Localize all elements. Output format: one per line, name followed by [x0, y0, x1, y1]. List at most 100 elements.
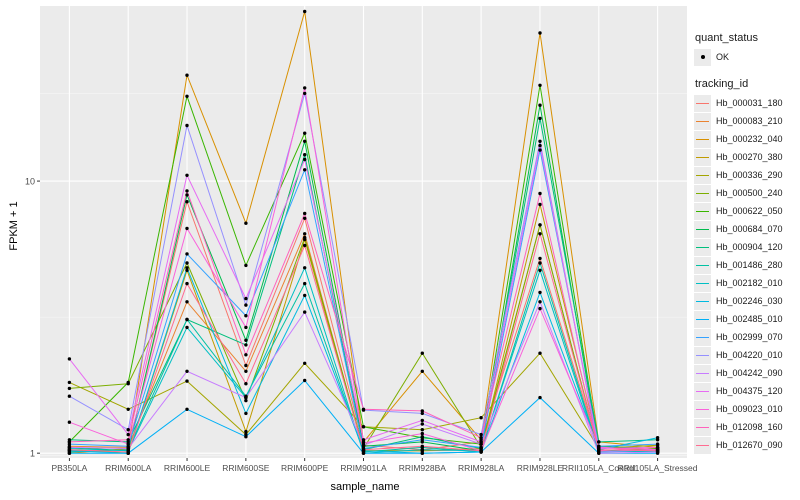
legend-item: Hb_000500_240	[694, 184, 798, 202]
data-point	[126, 380, 130, 385]
data-point	[479, 440, 483, 444]
data-point	[303, 266, 307, 270]
legend-label: Hb_000232_040	[716, 134, 783, 144]
data-point	[126, 428, 130, 432]
y-axis: 1 10	[25, 177, 40, 459]
shape-legend-title: quant_status	[695, 32, 758, 44]
data-point	[420, 435, 424, 439]
legend-item: Hb_002246_030	[694, 292, 798, 310]
data-point	[185, 193, 189, 197]
data-point	[538, 256, 542, 261]
legend-label: OK	[716, 52, 730, 62]
legend-item: Hb_000083_210	[694, 112, 798, 130]
data-point	[361, 451, 366, 455]
data-point	[303, 293, 307, 298]
data-point	[420, 369, 424, 373]
data-point	[420, 444, 424, 448]
data-point	[420, 422, 424, 426]
legend-label: Hb_004375_120	[716, 386, 783, 396]
data-point	[126, 442, 130, 446]
legend-label: Hb_004242_090	[716, 368, 783, 378]
data-point	[244, 353, 248, 357]
x-tick-label: RRIM928LE	[517, 463, 564, 473]
data-point	[303, 153, 307, 157]
y-tick-label: 10	[25, 177, 35, 187]
data-point	[67, 451, 72, 455]
legend-item: OK	[694, 48, 798, 66]
x-tick-label: RRIM928BA	[399, 463, 447, 473]
legend-label: Hb_009023_010	[716, 404, 783, 414]
data-point	[597, 448, 601, 452]
data-point	[420, 418, 424, 423]
data-point	[244, 263, 248, 268]
legend-item: Hb_009023_010	[694, 400, 798, 418]
data-point	[244, 382, 248, 386]
legend-label: Hb_002182_010	[716, 278, 783, 288]
data-point	[538, 268, 542, 272]
legend-label: Hb_012670_090	[716, 440, 783, 450]
data-point	[479, 416, 483, 420]
data-point	[479, 445, 483, 450]
data-point	[303, 378, 307, 383]
data-point	[244, 338, 248, 342]
legend-label: Hb_000904_120	[716, 242, 783, 252]
data-point	[538, 395, 542, 400]
legend-label: Hb_000622_050	[716, 206, 783, 216]
data-point	[185, 200, 189, 204]
data-point	[244, 363, 248, 368]
legend-key-line	[694, 382, 711, 400]
data-point	[361, 438, 366, 442]
data-point	[538, 103, 542, 107]
data-point	[420, 448, 424, 452]
data-point	[420, 451, 424, 455]
legend-item: Hb_000232_040	[694, 130, 798, 148]
data-point	[244, 395, 248, 400]
x-tick-label: RRII105LA_Stressed	[618, 463, 698, 473]
data-point	[244, 435, 248, 439]
x-tick-label: RRIM600LA	[105, 463, 152, 473]
data-point	[126, 450, 130, 454]
data-point	[597, 440, 601, 444]
data-point	[67, 440, 72, 444]
data-point	[538, 143, 542, 148]
data-point	[655, 445, 660, 450]
data-point	[538, 191, 542, 196]
data-point	[538, 116, 542, 121]
legend-item: Hb_002999_070	[694, 328, 798, 346]
legend-item: Hb_000031_180	[694, 94, 798, 112]
legend-label: Hb_012098_160	[716, 422, 783, 432]
legend-key-line	[694, 310, 711, 328]
data-point	[420, 409, 424, 413]
data-point	[244, 221, 248, 225]
legend-label: Hb_000336_290	[716, 170, 783, 180]
data-point	[361, 407, 366, 411]
legend-key-line	[694, 346, 711, 364]
data-point	[538, 148, 542, 152]
data-point	[185, 281, 189, 286]
data-point	[244, 325, 248, 330]
data-point	[185, 73, 189, 77]
data-point	[303, 310, 307, 314]
color-legend-items: Hb_000031_180 Hb_000083_210 Hb_000232_040 H…	[694, 94, 798, 454]
data-point	[538, 261, 542, 265]
data-point	[303, 235, 307, 240]
data-point	[420, 411, 424, 416]
legend-label: Hb_000684_070	[716, 224, 783, 234]
data-point	[67, 420, 72, 424]
data-point	[303, 243, 307, 248]
data-point	[244, 303, 248, 307]
legend-key-line	[694, 274, 711, 292]
legend-key-line	[694, 256, 711, 274]
data-point	[597, 451, 601, 455]
legend-label: Hb_002246_030	[716, 296, 783, 306]
x-tick-label: PB350LA	[51, 463, 87, 473]
x-axis-title: sample_name	[330, 481, 399, 493]
legend-item: Hb_004375_120	[694, 382, 798, 400]
data-point	[244, 429, 248, 434]
data-point	[185, 94, 189, 99]
data-point	[538, 351, 542, 355]
data-point	[185, 268, 189, 272]
data-point	[655, 436, 660, 440]
color-legend-title: tracking_id	[695, 78, 749, 90]
